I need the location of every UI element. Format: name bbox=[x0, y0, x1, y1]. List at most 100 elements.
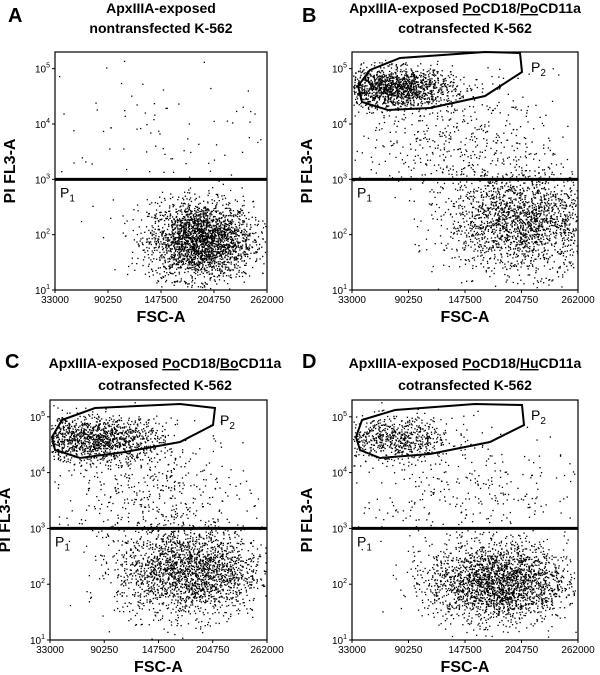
scatter-points bbox=[59, 60, 267, 291]
data-point bbox=[214, 251, 216, 253]
data-point bbox=[491, 193, 494, 196]
data-point bbox=[214, 216, 216, 218]
data-point bbox=[499, 224, 501, 226]
data-point bbox=[164, 260, 166, 262]
data-point bbox=[172, 273, 174, 275]
data-point bbox=[514, 166, 516, 168]
data-point bbox=[464, 232, 466, 234]
data-point bbox=[183, 280, 186, 283]
data-point bbox=[365, 79, 367, 81]
data-point bbox=[215, 235, 217, 237]
data-point bbox=[513, 220, 515, 223]
data-point bbox=[196, 262, 198, 264]
data-point bbox=[215, 144, 218, 146]
data-point bbox=[481, 254, 483, 256]
data-point bbox=[159, 255, 162, 257]
data-point bbox=[221, 239, 223, 242]
data-point bbox=[503, 160, 505, 162]
data-point bbox=[215, 207, 217, 209]
data-point bbox=[200, 227, 203, 229]
data-point bbox=[482, 227, 484, 229]
data-point bbox=[511, 200, 513, 202]
data-point bbox=[191, 210, 193, 213]
data-point bbox=[470, 221, 472, 223]
data-point bbox=[199, 241, 202, 243]
data-point bbox=[63, 192, 65, 194]
data-point bbox=[464, 247, 466, 249]
data-point bbox=[190, 216, 192, 218]
data-point bbox=[387, 100, 389, 102]
data-point bbox=[471, 212, 473, 214]
data-point bbox=[206, 237, 208, 239]
data-point bbox=[519, 240, 522, 242]
data-point bbox=[384, 86, 386, 88]
data-point bbox=[209, 256, 211, 258]
data-point bbox=[458, 198, 460, 200]
data-point bbox=[185, 282, 187, 285]
data-point bbox=[155, 145, 157, 147]
data-point bbox=[213, 275, 216, 278]
data-point bbox=[203, 200, 205, 202]
data-point bbox=[254, 252, 256, 254]
data-point bbox=[488, 248, 490, 251]
data-point bbox=[544, 201, 546, 204]
data-point bbox=[208, 255, 210, 257]
data-point bbox=[563, 185, 565, 187]
data-point bbox=[454, 256, 456, 259]
data-point bbox=[233, 232, 235, 235]
data-point bbox=[532, 229, 534, 231]
data-point bbox=[251, 246, 254, 249]
data-point bbox=[527, 268, 529, 270]
data-point bbox=[536, 243, 538, 246]
data-point bbox=[496, 200, 498, 203]
data-point bbox=[199, 273, 201, 276]
data-point bbox=[572, 254, 574, 256]
data-point bbox=[202, 286, 204, 289]
data-point bbox=[251, 232, 254, 234]
data-point bbox=[573, 235, 575, 237]
data-point bbox=[508, 208, 511, 210]
data-point bbox=[422, 72, 424, 75]
data-point bbox=[457, 221, 459, 223]
data-point bbox=[520, 225, 522, 228]
data-point bbox=[541, 218, 544, 220]
data-point bbox=[222, 252, 224, 254]
data-point bbox=[480, 195, 483, 197]
data-point bbox=[242, 240, 245, 242]
data-point bbox=[223, 244, 225, 247]
data-point bbox=[568, 228, 570, 230]
data-point bbox=[524, 204, 526, 206]
data-point bbox=[234, 230, 236, 232]
data-point bbox=[152, 274, 154, 276]
data-point bbox=[171, 227, 173, 229]
data-point bbox=[172, 203, 174, 206]
data-point bbox=[188, 207, 190, 209]
data-point bbox=[460, 233, 462, 235]
data-point bbox=[136, 263, 138, 265]
data-point bbox=[359, 70, 361, 72]
data-point bbox=[208, 162, 210, 164]
data-point bbox=[543, 228, 545, 231]
data-point bbox=[495, 164, 497, 166]
data-point bbox=[462, 213, 464, 216]
data-point bbox=[182, 236, 184, 238]
data-point bbox=[505, 221, 507, 223]
data-point bbox=[218, 232, 221, 234]
data-point bbox=[441, 187, 444, 189]
data-point bbox=[164, 243, 166, 246]
data-point bbox=[532, 251, 534, 254]
data-point bbox=[246, 235, 249, 237]
data-point bbox=[180, 230, 183, 233]
data-point bbox=[168, 246, 170, 248]
data-point bbox=[192, 214, 195, 216]
data-point bbox=[165, 268, 168, 270]
data-point bbox=[237, 241, 239, 243]
data-point bbox=[440, 224, 442, 227]
data-point bbox=[516, 206, 519, 209]
data-point bbox=[526, 235, 528, 238]
data-point bbox=[228, 244, 231, 246]
data-point bbox=[544, 202, 547, 205]
data-point bbox=[514, 224, 516, 226]
data-point bbox=[453, 220, 456, 222]
data-point bbox=[524, 258, 526, 260]
